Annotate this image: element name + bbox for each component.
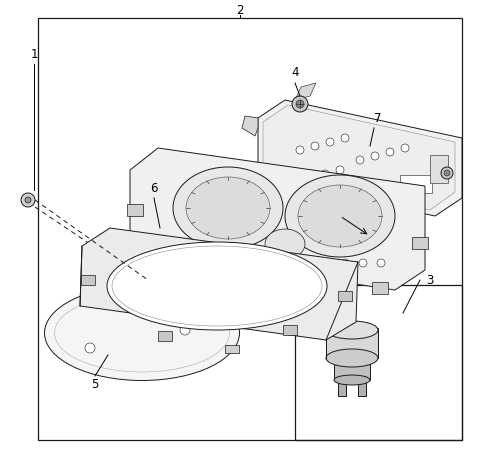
Text: 6: 6 — [150, 181, 158, 195]
Circle shape — [296, 100, 304, 108]
Circle shape — [356, 156, 364, 164]
Ellipse shape — [334, 375, 370, 385]
Circle shape — [305, 259, 313, 267]
Circle shape — [321, 170, 329, 178]
Polygon shape — [270, 290, 300, 300]
Circle shape — [341, 259, 349, 267]
Bar — [412, 237, 428, 249]
Text: 5: 5 — [91, 377, 99, 391]
Circle shape — [323, 259, 331, 267]
Polygon shape — [130, 148, 425, 290]
Text: 4: 4 — [291, 66, 299, 80]
Circle shape — [21, 193, 35, 207]
Bar — [172, 282, 188, 294]
Bar — [372, 282, 388, 294]
Ellipse shape — [45, 285, 240, 381]
Bar — [358, 378, 366, 396]
Polygon shape — [242, 116, 258, 136]
Ellipse shape — [186, 177, 270, 239]
Circle shape — [336, 166, 344, 174]
Circle shape — [296, 146, 304, 154]
Ellipse shape — [285, 175, 395, 257]
Bar — [38, 18, 462, 440]
Circle shape — [180, 325, 190, 335]
Text: 2: 2 — [236, 4, 244, 16]
Bar — [338, 378, 346, 396]
Text: 3: 3 — [426, 273, 434, 287]
Ellipse shape — [326, 349, 378, 367]
Bar — [338, 291, 352, 301]
Bar — [283, 325, 297, 335]
Bar — [326, 328, 378, 358]
Circle shape — [326, 138, 334, 146]
Circle shape — [386, 148, 394, 156]
Circle shape — [377, 259, 385, 267]
Circle shape — [359, 259, 367, 267]
Bar — [158, 331, 172, 341]
Polygon shape — [263, 105, 455, 210]
Circle shape — [341, 134, 349, 142]
Circle shape — [311, 142, 319, 150]
Circle shape — [306, 174, 314, 182]
Bar — [127, 204, 143, 216]
Circle shape — [269, 259, 277, 267]
Polygon shape — [80, 228, 358, 340]
Circle shape — [401, 144, 409, 152]
Text: 1: 1 — [30, 48, 38, 60]
Bar — [334, 356, 370, 380]
Circle shape — [371, 152, 379, 160]
Bar — [400, 175, 432, 193]
Ellipse shape — [265, 229, 305, 259]
Circle shape — [287, 259, 295, 267]
Circle shape — [251, 259, 259, 267]
Bar — [295, 285, 462, 440]
Polygon shape — [295, 83, 316, 100]
Bar — [225, 345, 239, 353]
Ellipse shape — [173, 167, 283, 249]
Ellipse shape — [298, 185, 382, 247]
Circle shape — [85, 343, 95, 353]
Circle shape — [441, 167, 453, 179]
Circle shape — [444, 170, 450, 176]
Circle shape — [25, 197, 31, 203]
Text: 7: 7 — [374, 111, 382, 125]
Ellipse shape — [107, 242, 327, 330]
Circle shape — [292, 96, 308, 112]
Ellipse shape — [326, 321, 378, 339]
Bar — [430, 155, 448, 183]
Polygon shape — [258, 100, 462, 216]
Bar — [81, 275, 95, 285]
